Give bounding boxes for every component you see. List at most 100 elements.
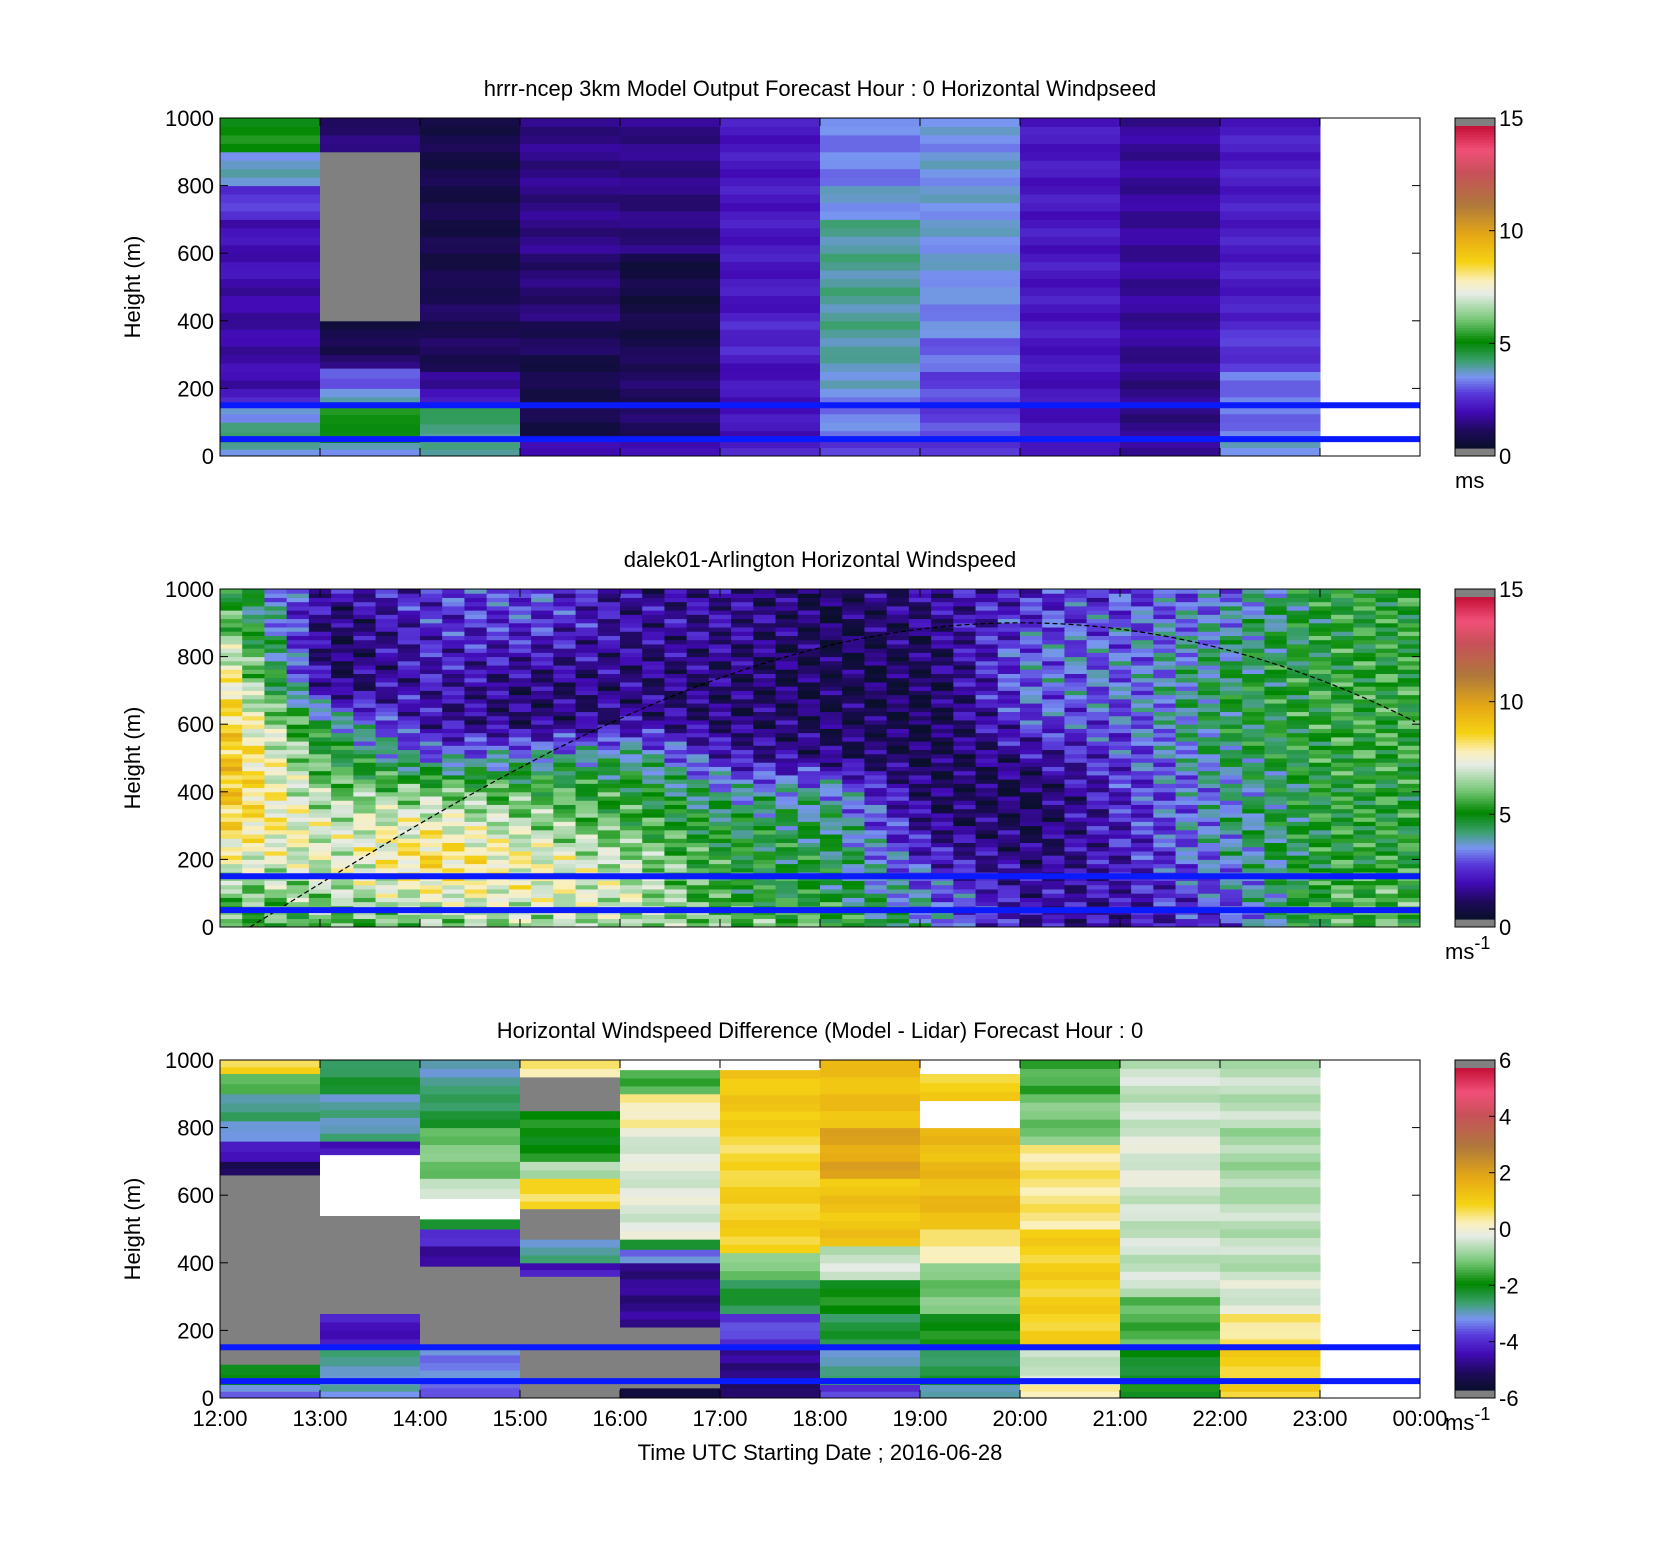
heatmap-cell: [720, 236, 821, 246]
heatmap-cell: [908, 825, 932, 831]
colorbar-swatch: [1455, 257, 1495, 261]
heatmap-cell: [953, 783, 977, 789]
heatmap-cell: [1197, 703, 1221, 708]
heatmap-cell: [1397, 593, 1420, 598]
heatmap-cell: [353, 707, 377, 713]
heatmap-cell: [797, 749, 821, 755]
heatmap-cell: [1020, 236, 1121, 246]
heatmap-cell: [1108, 681, 1132, 687]
heatmap-cell: [820, 610, 843, 615]
heatmap-cell: [1331, 859, 1354, 865]
heatmap-cell: [720, 202, 821, 212]
heatmap-cell: [1264, 800, 1288, 805]
heatmap-cell: [353, 711, 377, 717]
heatmap-cell: [908, 656, 932, 662]
heatmap-cell: [1220, 880, 1243, 886]
heatmap-cell: [1064, 656, 1088, 662]
heatmap-cell: [886, 846, 910, 852]
heatmap-cell: [553, 859, 577, 865]
heatmap-cell: [931, 766, 954, 772]
heatmap-cell: [1042, 783, 1065, 789]
heatmap-cell: [842, 804, 865, 810]
heatmap-cell: [375, 762, 399, 767]
heatmap-cell: [597, 825, 621, 831]
heatmap-cell: [820, 922, 843, 927]
heatmap-cell: [420, 821, 443, 827]
heatmap-cell: [575, 707, 599, 713]
heatmap-cell: [442, 774, 465, 780]
heatmap-cell: [420, 151, 521, 161]
heatmap-cell: [1042, 686, 1065, 691]
heatmap-cell: [686, 821, 710, 827]
heatmap-cell: [975, 741, 999, 746]
heatmap-cell: [908, 817, 932, 822]
heatmap-cell: [1242, 724, 1265, 729]
heatmap-cell: [220, 652, 243, 658]
heatmap-cell: [953, 842, 977, 848]
heatmap-cell: [597, 724, 621, 729]
heatmap-cell: [953, 914, 977, 920]
heatmap-cell: [1331, 631, 1354, 636]
heatmap-cell: [1197, 774, 1221, 780]
heatmap-cell: [264, 597, 288, 603]
heatmap-cell: [1197, 842, 1221, 848]
heatmap-cell: [908, 774, 932, 780]
heatmap-cell: [1175, 914, 1199, 920]
heatmap-cell: [664, 622, 688, 628]
heatmap-cell: [886, 766, 910, 772]
heatmap-cell: [1286, 635, 1310, 641]
heatmap-cell: [1197, 796, 1221, 801]
heatmap-cell: [1108, 703, 1132, 708]
heatmap-cell: [886, 605, 910, 611]
heatmap-cell: [464, 800, 488, 805]
heatmap-cell: [931, 639, 954, 645]
heatmap-cell: [442, 766, 465, 772]
heatmap-cell: [308, 893, 332, 898]
heatmap-cell: [397, 728, 421, 734]
heatmap-cell: [886, 825, 910, 831]
heatmap-cell: [886, 652, 910, 658]
heatmap-cell: [1331, 766, 1354, 772]
heatmap-cell: [1242, 605, 1265, 611]
heatmap-cell: [931, 901, 954, 907]
heatmap-cell: [1175, 724, 1199, 729]
heatmap-cell: [1375, 719, 1399, 725]
heatmap-cell: [886, 597, 910, 603]
heatmap-cell: [1131, 631, 1154, 636]
heatmap-cell: [531, 715, 554, 721]
colorbar-swatch: [1455, 410, 1495, 414]
heatmap-cell: [920, 168, 1021, 178]
heatmap-cell: [1153, 694, 1177, 700]
heatmap-cell: [975, 884, 999, 890]
heatmap-cell: [575, 724, 599, 729]
heatmap-cell: [331, 635, 354, 641]
heatmap-cell: [320, 261, 421, 271]
heatmap-cell: [508, 648, 532, 653]
heatmap-cell: [864, 791, 888, 797]
heatmap-cell: [1264, 656, 1288, 662]
heatmap-cell: [1375, 643, 1399, 649]
heatmap-cell: [531, 724, 554, 729]
heatmap-cell: [1197, 859, 1221, 865]
heatmap-cell: [1120, 405, 1221, 415]
heatmap-cell: [531, 787, 554, 793]
heatmap-cell: [597, 665, 621, 670]
heatmap-cell: [620, 707, 643, 713]
heatmap-cell: [1220, 821, 1243, 827]
heatmap-cell: [420, 846, 443, 852]
heatmap-cell: [908, 800, 932, 805]
heatmap-cell: [664, 855, 688, 860]
heatmap-cell: [620, 202, 721, 212]
heatmap-cell: [220, 669, 243, 674]
heatmap-cell: [508, 749, 532, 755]
heatmap-cell: [931, 703, 954, 708]
heatmap-cell: [1286, 821, 1310, 827]
heatmap-cell: [575, 804, 599, 810]
heatmap-cell: [508, 880, 532, 886]
heatmap-cell: [1220, 741, 1243, 746]
heatmap-cell: [620, 817, 643, 822]
heatmap-cell: [575, 893, 599, 898]
heatmap-cell: [642, 758, 665, 763]
heatmap-cell: [620, 850, 643, 856]
heatmap-cell: [1331, 791, 1354, 797]
